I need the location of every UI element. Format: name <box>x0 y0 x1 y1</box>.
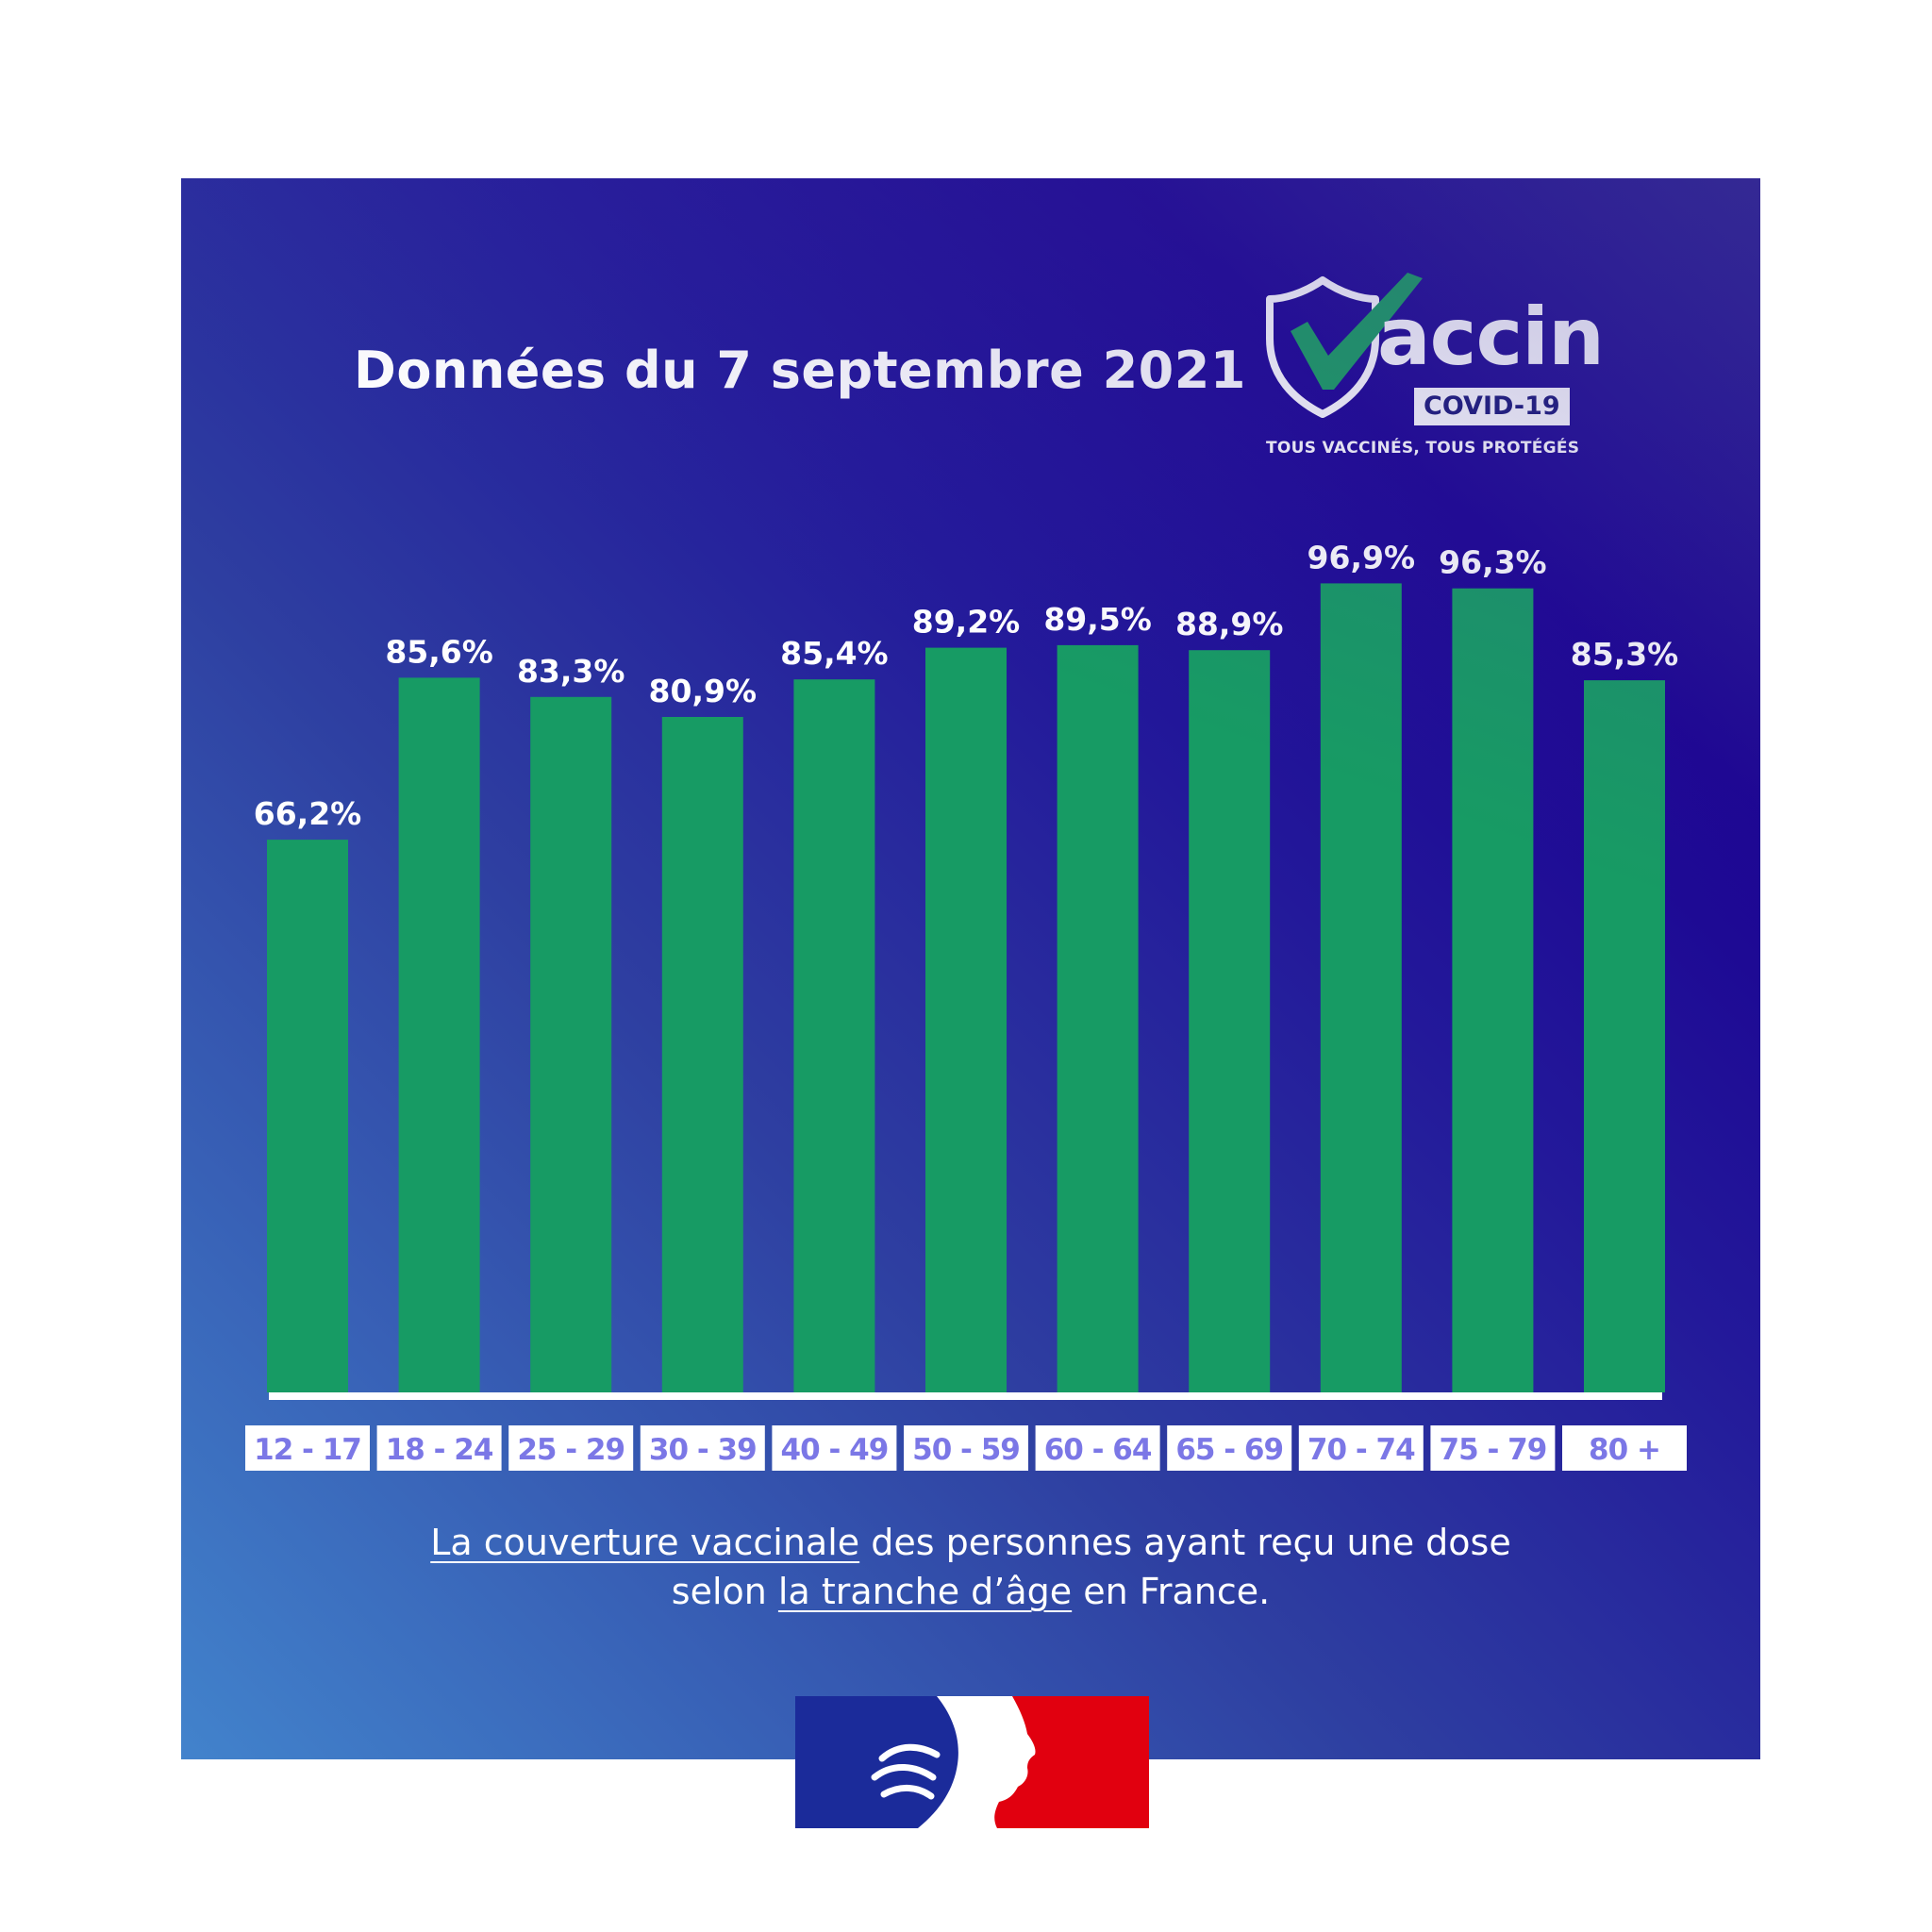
tick-label: 12 - 17 <box>254 1433 361 1467</box>
tick-label-background <box>640 1425 765 1471</box>
tick-label-box: 25 - 29 <box>508 1425 634 1471</box>
tick-label-box: 65 - 69 <box>1167 1425 1292 1471</box>
bar-30-39 <box>661 717 743 1392</box>
tick-label: 70 - 74 <box>1307 1433 1415 1467</box>
tick-label: 30 - 39 <box>649 1433 757 1467</box>
data-label: 66,2% <box>254 795 362 832</box>
tick-label-box: 18 - 24 <box>376 1425 502 1471</box>
tick-label-box: 60 - 64 <box>1035 1425 1160 1471</box>
bar-70-74 <box>1320 583 1402 1392</box>
data-label: 89,5% <box>1043 601 1152 638</box>
tick-label-background <box>1562 1425 1687 1471</box>
republique-francaise-marianne-logo <box>795 1696 1149 1828</box>
caption-text-2a: selon <box>671 1571 778 1612</box>
data-label: 88,9% <box>1175 606 1284 642</box>
tick-label: 65 - 69 <box>1175 1433 1283 1467</box>
bar-18-24 <box>398 677 480 1392</box>
tick-label-background <box>508 1425 634 1471</box>
data-label: 96,9% <box>1307 539 1416 575</box>
bar-40-49 <box>793 679 875 1392</box>
data-label: 96,3% <box>1439 544 1547 581</box>
data-label: 83,3% <box>517 653 625 690</box>
tick-label-box: 50 - 59 <box>904 1425 1028 1471</box>
caption-line-2: selon la tranche d’âge en France. <box>181 1567 1760 1616</box>
tick-label: 40 - 49 <box>781 1433 889 1467</box>
tick-label-background <box>245 1425 370 1471</box>
chart-caption: La couverture vaccinale des personnes ay… <box>181 1518 1760 1616</box>
bar-65-69 <box>1189 650 1271 1392</box>
bar-12-17 <box>267 840 348 1392</box>
tick-label-background <box>772 1425 897 1471</box>
x-axis-baseline <box>269 1392 1662 1400</box>
data-label: 85,3% <box>1571 636 1679 673</box>
tick-label-background <box>904 1425 1028 1471</box>
bar-50-59 <box>925 647 1007 1392</box>
caption-underlined-age-range: la tranche d’âge <box>777 1571 1073 1612</box>
bar-60-64 <box>1057 644 1139 1392</box>
logo-tagline: TOUS VACCINÉS, TOUS PROTÉGÉS <box>1266 439 1580 458</box>
tick-label-background <box>1298 1425 1424 1471</box>
data-label: 89,2% <box>912 604 1021 641</box>
infographic-panel: Données du 7 septembre 2021 accin COVID-… <box>181 178 1760 1759</box>
logo-wordmark: accin <box>1377 291 1605 383</box>
data-label: 85,4% <box>780 635 889 672</box>
tick-label-box: 80 + <box>1562 1425 1687 1471</box>
tick-label: 80 + <box>1589 1433 1660 1467</box>
tick-label-box: 70 - 74 <box>1298 1425 1424 1471</box>
tick-label-background <box>1430 1425 1556 1471</box>
tick-label-box: 12 - 17 <box>245 1425 370 1471</box>
tick-label-box: 40 - 49 <box>772 1425 897 1471</box>
tick-label-box: 75 - 79 <box>1430 1425 1556 1471</box>
tick-label: 25 - 29 <box>517 1433 625 1467</box>
vaccin-covid-logo: accin COVID-19 TOUS VACCINÉS, TOUS PROTÉ… <box>1266 273 1605 471</box>
page-title: Données du 7 septembre 2021 <box>354 341 1246 400</box>
tick-label: 75 - 79 <box>1440 1433 1547 1467</box>
data-label: 85,6% <box>385 633 492 670</box>
tick-label: 18 - 24 <box>386 1433 493 1467</box>
tick-label: 50 - 59 <box>912 1433 1020 1467</box>
bar-chart: 66,2% 85,6% 83,3% 80,9% 85,4% 89,2% 89,5% 88,9%… <box>245 539 1687 1471</box>
bar-80 <box>1584 680 1665 1392</box>
caption-line-1: La couverture vaccinale des personnes ay… <box>181 1518 1760 1567</box>
logo-badge: COVID-19 <box>1414 388 1570 425</box>
tick-label-background <box>1035 1425 1160 1471</box>
tick-label-box: 30 - 39 <box>640 1425 765 1471</box>
caption-text-2b: en France. <box>1072 1571 1271 1612</box>
tick-label-background <box>1167 1425 1292 1471</box>
tick-label-background <box>376 1425 502 1471</box>
caption-underlined-coverage: La couverture vaccinale <box>430 1522 860 1563</box>
bar-25-29 <box>530 696 612 1392</box>
caption-text-1: des personnes ayant reçu une dose <box>859 1522 1511 1563</box>
bar-75-79 <box>1452 588 1534 1392</box>
tick-label: 60 - 64 <box>1044 1433 1152 1467</box>
data-label: 80,9% <box>649 673 758 709</box>
shield-check-icon <box>1266 273 1423 418</box>
